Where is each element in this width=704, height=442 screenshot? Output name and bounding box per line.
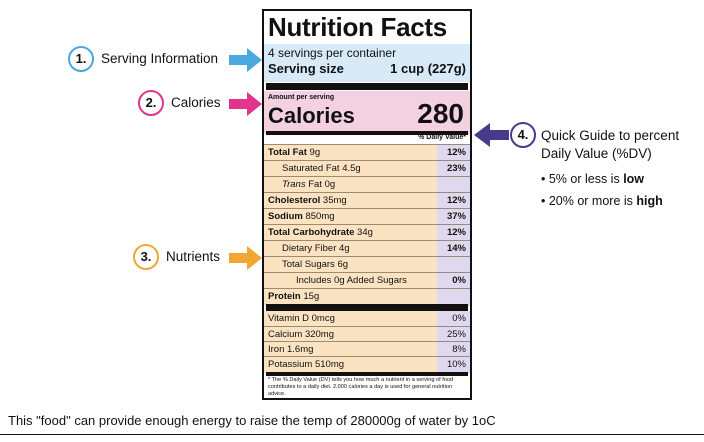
callout-4-line2: Daily Value (%DV) bbox=[541, 146, 652, 161]
nutrient-dv: 14% bbox=[446, 243, 466, 254]
vitamin-dv: 0% bbox=[452, 313, 466, 324]
caption: This "food" can provide enough energy to… bbox=[8, 413, 496, 428]
vitamin-name: Calcium 320mg bbox=[268, 329, 334, 340]
nutrient-name: Total Carbohydrate bbox=[268, 227, 355, 238]
callout-2-text: Calories bbox=[171, 95, 221, 110]
vitamin-row: Calcium 320mg 25% bbox=[264, 326, 470, 342]
nutrient-row: Sodium 850mg 37% bbox=[264, 208, 470, 224]
nutrient-name: Protein bbox=[268, 291, 301, 302]
guide-bullet-low: • 5% or less is low bbox=[541, 172, 645, 186]
dv-column-highlight bbox=[437, 144, 470, 306]
nutrient-name: Cholesterol bbox=[268, 195, 321, 206]
vitamin-row: Iron 1.6mg 8% bbox=[264, 341, 470, 357]
serving-size-label: Serving size bbox=[268, 61, 344, 76]
vitamin-name: Potassium 510mg bbox=[268, 359, 345, 370]
callout-3-text: Nutrients bbox=[166, 249, 221, 264]
amount-per-serving: Amount per serving bbox=[268, 94, 335, 101]
nutrient-name: Saturated Fat 4.5g bbox=[282, 163, 361, 174]
vitamins-section: Vitamin D 0mcg 0% Calcium 320mg 25% Iron… bbox=[264, 311, 470, 373]
divider bbox=[266, 304, 468, 311]
bottom-divider bbox=[0, 434, 704, 435]
nutrient-row: Saturated Fat 4.5g 23% bbox=[264, 160, 470, 176]
nutrients-section: Total Fat 9g 12% Saturated Fat 4.5g 23% … bbox=[264, 144, 470, 306]
calories-label: Calories bbox=[268, 103, 355, 128]
nutrient-amount: 34g bbox=[354, 227, 373, 238]
divider bbox=[266, 131, 468, 135]
nutrient-dv: 0% bbox=[452, 275, 466, 286]
nutrition-label: Nutrition Facts 4 servings per container… bbox=[262, 9, 472, 400]
nutrient-dv: 23% bbox=[446, 163, 466, 174]
nutrient-name: Dietary Fiber 4g bbox=[282, 243, 350, 254]
divider bbox=[266, 372, 468, 376]
callout-1-text: Serving Information bbox=[101, 51, 219, 66]
nutrient-row: Dietary Fiber 4g 14% bbox=[264, 240, 470, 256]
callout-2-circle: 2. bbox=[138, 90, 164, 116]
nutrient-name-italic: Trans bbox=[282, 179, 306, 190]
arrow-pink-icon bbox=[229, 92, 262, 116]
dv-column-highlight bbox=[437, 311, 470, 373]
vitamin-name: Vitamin D 0mcg bbox=[268, 313, 335, 324]
nutrient-name: Includes 0g Added Sugars bbox=[296, 275, 407, 286]
label-title: Nutrition Facts bbox=[268, 12, 447, 42]
daily-value-header: % Daily Value* bbox=[418, 134, 466, 141]
vitamin-dv: 10% bbox=[446, 359, 466, 370]
divider bbox=[266, 83, 468, 90]
footnote: * The % Daily Value (DV) tells you how m… bbox=[268, 377, 454, 397]
nutrient-row: Total Carbohydrate 34g 12% bbox=[264, 224, 470, 240]
callout-4-line1: Quick Guide to percent bbox=[541, 128, 680, 143]
nutrient-row: Includes 0g Added Sugars 0% bbox=[264, 272, 470, 288]
arrow-blue-icon bbox=[229, 48, 262, 72]
nutrient-amount: 850mg bbox=[302, 211, 335, 222]
nutrient-name: Sodium bbox=[268, 211, 303, 222]
callout-3-circle: 3. bbox=[133, 244, 159, 270]
nutrient-amount: 35mg bbox=[320, 195, 347, 206]
serving-information-band: 4 servings per container Serving size 1 … bbox=[264, 44, 470, 82]
nutrient-amount: 15g bbox=[300, 291, 320, 302]
nutrient-row: Cholesterol 35mg 12% bbox=[264, 192, 470, 208]
calories-band: Amount per serving Calories 280 bbox=[264, 91, 470, 134]
callout-1-circle: 1. bbox=[68, 46, 94, 72]
calories-value: 280 bbox=[417, 98, 464, 129]
servings-per-container: 4 servings per container bbox=[268, 46, 397, 60]
vitamin-row: Vitamin D 0mcg 0% bbox=[264, 311, 470, 326]
vitamin-dv: 25% bbox=[446, 329, 466, 340]
nutrient-row: Protein 15g bbox=[264, 288, 470, 304]
arrow-orange-icon bbox=[229, 246, 262, 270]
nutrient-name: Total Sugars 6g bbox=[282, 259, 349, 270]
nutrient-dv: 12% bbox=[446, 195, 466, 206]
vitamin-name: Iron 1.6mg bbox=[268, 344, 314, 355]
nutrient-row: Total Sugars 6g bbox=[264, 256, 470, 272]
serving-size-value: 1 cup (227g) bbox=[390, 61, 466, 76]
vitamin-row: Potassium 510mg 10% bbox=[264, 356, 470, 372]
nutrient-row: Total Fat 9g 12% bbox=[264, 144, 470, 160]
nutrient-amount: 9g bbox=[306, 147, 321, 158]
guide-bullet-high: • 20% or more is high bbox=[541, 194, 663, 208]
callout-4-circle: 4. bbox=[510, 122, 536, 148]
nutrient-dv: 12% bbox=[446, 227, 466, 238]
nutrient-name: Fat 0g bbox=[305, 179, 336, 190]
arrow-purple-icon bbox=[474, 123, 509, 147]
nutrient-dv: 12% bbox=[446, 147, 466, 158]
nutrient-row: Trans Fat 0g bbox=[264, 176, 470, 192]
nutrient-dv: 37% bbox=[446, 211, 466, 222]
nutrient-name: Total Fat bbox=[268, 147, 307, 158]
vitamin-dv: 8% bbox=[452, 344, 466, 355]
